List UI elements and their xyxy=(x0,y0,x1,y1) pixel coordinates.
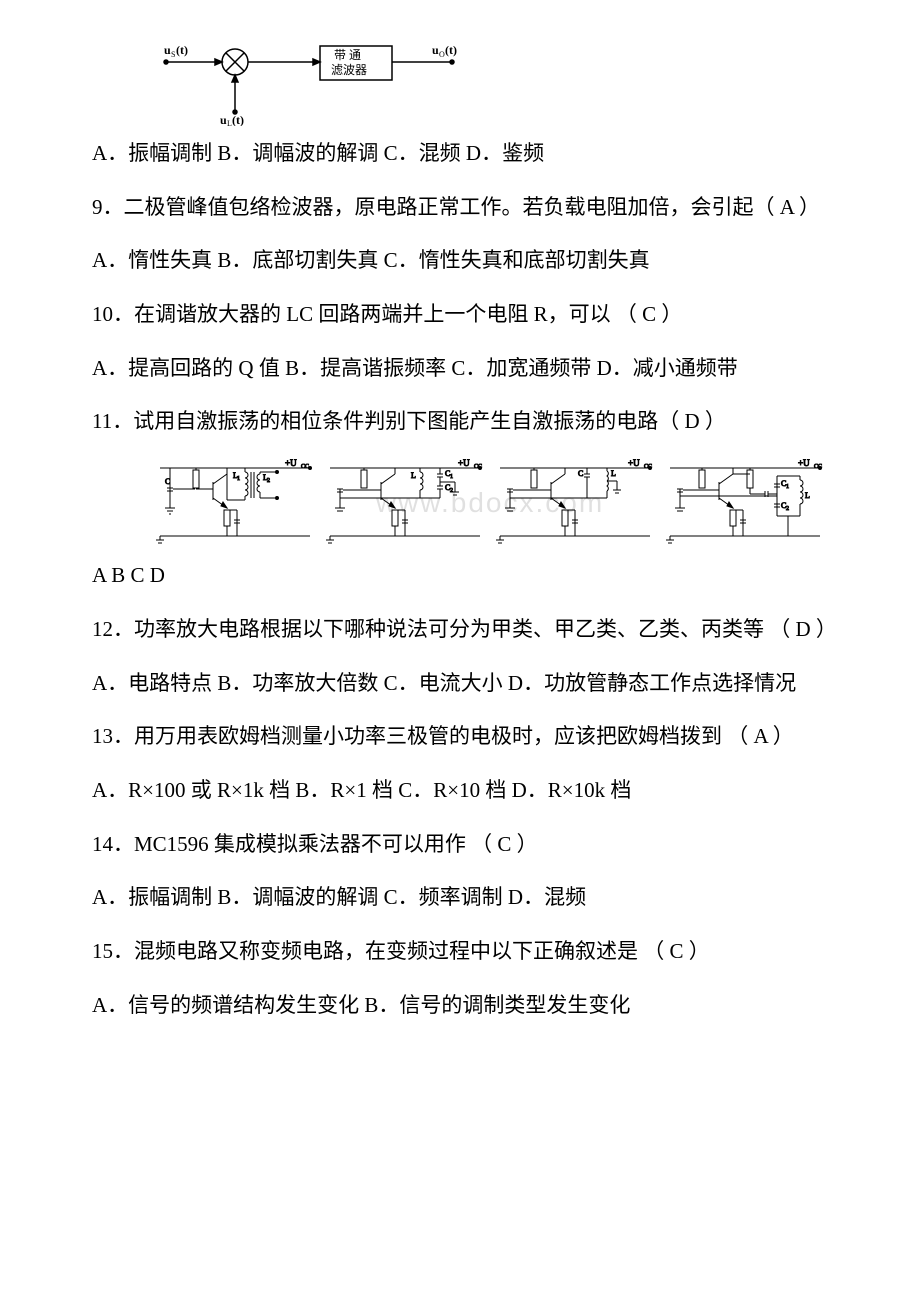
q12-text: 12．功率放大电路根据以下哪种说法可分为甲类、甲乙类、乙类、丙类等 （ D ） xyxy=(50,612,870,648)
svg-text:2: 2 xyxy=(267,478,270,484)
q14-text: 14．MC1596 集成模拟乘法器不可以用作 （ C ） xyxy=(50,827,870,863)
svg-text:滤波器: 滤波器 xyxy=(331,63,367,77)
q9-text: 9．二极管峰值包络检波器，原电路正常工作。若负载电阻加倍，会引起（ A ） xyxy=(50,190,870,226)
svg-text:L: L xyxy=(611,469,616,478)
svg-text:CC: CC xyxy=(301,464,309,470)
q8-figure: u S (t) u L (t) 带 通 滤波器 u O (t) xyxy=(160,40,870,126)
svg-text:(t): (t) xyxy=(445,43,457,57)
svg-text:+U: +U xyxy=(628,458,640,468)
svg-text:2: 2 xyxy=(786,506,789,512)
svg-text:+U: +U xyxy=(458,458,470,468)
q11-text: 11．试用自激振荡的相位条件判别下图能产生自激振荡的电路（ D ） xyxy=(50,404,870,440)
circuit-d-svg: +UCC xyxy=(665,458,825,548)
q13-text: 13．用万用表欧姆档测量小功率三极管的电极时，应该把欧姆档拨到 （ A ） xyxy=(50,719,870,755)
q15-text: 15．混频电路又称变频电路，在变频过程中以下正确叙述是 （ C ） xyxy=(50,934,870,970)
svg-text:1: 1 xyxy=(450,474,453,480)
svg-text:+U: +U xyxy=(798,458,810,468)
svg-text:L: L xyxy=(805,491,810,500)
svg-text:C: C xyxy=(578,469,583,478)
svg-text:L: L xyxy=(411,471,416,480)
svg-text:u: u xyxy=(432,43,439,57)
svg-text:(t): (t) xyxy=(232,113,244,126)
svg-text:2: 2 xyxy=(450,488,453,494)
q11-figures: www.bdocx.com +UCC C xyxy=(110,458,870,548)
q13-options: A．R×100 或 R×1k 档 B．R×1 档 C．R×10 档 D．R×10… xyxy=(50,773,870,809)
q10-text: 10．在调谐放大器的 LC 回路两端并上一个电阻 R，可以 （ C ） xyxy=(50,297,870,333)
q15-options: A．信号的频谱结构发生变化 B．信号的调制类型发生变化 xyxy=(50,988,870,1024)
q12-options: A．电路特点 B．功率放大倍数 C．电流大小 D．功放管静态工作点选择情况 xyxy=(50,666,870,702)
svg-text:+U: +U xyxy=(285,458,297,468)
svg-text:(t): (t) xyxy=(176,43,188,57)
q14-options: A．振幅调制 B．调幅波的解调 C．频率调制 D．混频 xyxy=(50,880,870,916)
block-diagram-svg: u S (t) u L (t) 带 通 滤波器 u O (t) xyxy=(160,40,470,126)
q10-options: A．提高回路的 Q 值 B．提高谐振频率 C．加宽通频带 D．减小通频带 xyxy=(50,351,870,387)
svg-text:u: u xyxy=(164,43,171,57)
svg-text:1: 1 xyxy=(237,476,240,482)
q11-abcd: A B C D xyxy=(50,558,870,594)
svg-text:S: S xyxy=(171,50,175,59)
q9-options: A．惰性失真 B．底部切割失真 C．惰性失真和底部切割失真 xyxy=(50,243,870,279)
circuit-c-svg: +UCC xyxy=(495,458,655,548)
circuit-a-svg: +UCC C xyxy=(155,458,315,548)
q8-options: A．振幅调制 B．调幅波的解调 C．混频 D．鉴频 xyxy=(50,136,870,172)
svg-text:带 通: 带 通 xyxy=(334,48,361,62)
svg-text:u: u xyxy=(220,113,227,126)
circuit-b-svg: +UCC xyxy=(325,458,485,548)
svg-text:1: 1 xyxy=(786,484,789,490)
